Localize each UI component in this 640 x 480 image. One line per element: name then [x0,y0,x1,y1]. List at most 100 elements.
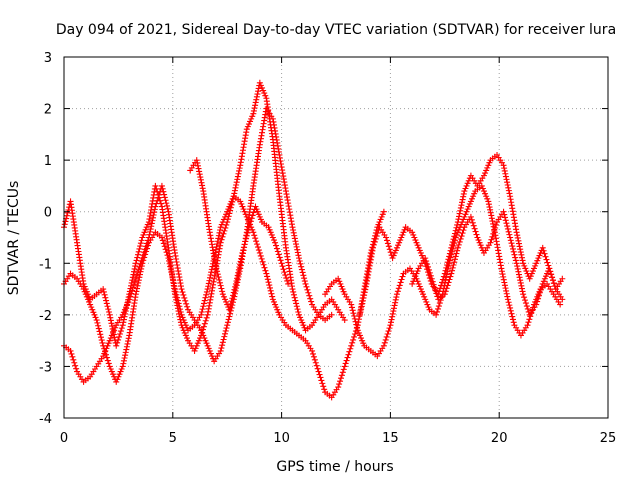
data-point-trace [236,167,243,174]
data-point-trace [534,298,541,305]
data-point-trace [163,200,170,207]
data-point-trace [312,359,319,366]
data-point-trace [446,276,453,283]
data-point-trace [394,288,401,295]
data-point-trace [274,248,281,255]
data-point-trace [198,179,205,186]
data-point-trace [179,289,186,296]
data-point-trace [223,325,230,332]
data-point-trace [541,250,548,257]
data-point-trace [207,272,214,279]
data-point [441,291,448,298]
data-point-trace [410,278,417,285]
data-point [139,255,146,262]
data-point-trace [237,258,244,265]
data-point [539,244,546,251]
data-point-trace [105,360,112,367]
data-point-trace [125,338,132,345]
data-point-trace [499,271,506,278]
data-point-trace [430,281,437,288]
data-point [415,244,422,251]
data-point-trace [219,219,226,226]
data-point-trace [225,316,232,323]
data-point-trace [97,331,104,338]
data-point-trace [292,238,299,245]
data-point-trace [177,306,184,313]
data-point-trace [205,345,212,352]
data-point-trace [296,257,303,264]
data-point-trace [455,216,462,223]
data-point-trace [112,324,119,331]
data-point-trace [219,339,226,346]
data-point-trace [245,121,252,128]
data-point-trace [412,237,419,244]
data-point [106,363,113,370]
data-point-trace [115,373,122,380]
data-point-trace [389,313,396,320]
data-point [485,198,492,205]
data-point-trace [268,231,275,238]
data-point-trace [170,277,177,284]
data-point-trace [258,255,265,262]
data-point-trace [424,261,431,268]
data-point-trace [519,288,526,295]
data-point-trace [507,304,514,311]
data-point-trace [133,257,140,264]
data-point-trace [201,297,208,304]
data-point-trace [470,222,477,229]
data-point-trace [535,295,542,302]
y-tick-label: -3 [39,360,52,375]
data-point-trace [231,187,238,194]
data-point-trace [451,256,458,263]
data-point [500,208,507,215]
data-point-trace [70,356,77,363]
data-point-trace [259,258,266,265]
data-point [193,157,200,164]
data-point-trace [196,171,203,178]
data-point-trace [477,242,484,249]
data-point-trace [227,303,234,310]
data-point [513,260,520,267]
data-point-trace [146,231,153,238]
data-point-trace [192,345,199,352]
data-point-trace [307,295,314,302]
data-point-trace [218,236,225,243]
data-points [61,79,566,401]
data-point-trace [183,335,190,342]
data-point-trace [123,343,130,350]
data-point-trace [297,314,304,321]
data-point-trace [392,299,399,306]
data-point-trace [295,308,302,315]
data-point-trace [120,309,127,316]
data-point-trace [308,298,315,305]
data-point-trace [397,237,404,244]
data-point-trace [398,276,405,283]
data-point-trace [273,304,280,311]
data-point-trace [215,235,222,242]
data-point-trace [517,249,524,256]
data-point-trace [344,354,351,361]
data-point-trace [470,193,477,200]
data-point-trace [507,307,514,314]
data-point [559,296,566,303]
data-point [341,317,348,324]
data-point-trace [449,264,456,271]
data-point-trace [482,190,489,197]
data-point-trace [504,293,511,300]
data-point-trace [348,304,355,311]
data-point-trace [413,239,420,246]
data-point-trace [298,263,305,270]
data-point-trace [506,190,513,197]
data-point-trace [351,333,358,340]
data-point-trace [230,292,237,299]
data-point-trace [384,240,391,247]
data-point-trace [136,245,143,252]
y-tick-label: 0 [44,206,52,221]
data-point-trace [103,300,110,307]
y-tick-label: -4 [39,412,52,427]
data-point-trace [262,267,269,274]
data-point-trace [235,170,242,177]
data-point-trace [427,272,434,279]
data-point-trace [140,231,147,238]
data-point-trace [542,273,549,280]
